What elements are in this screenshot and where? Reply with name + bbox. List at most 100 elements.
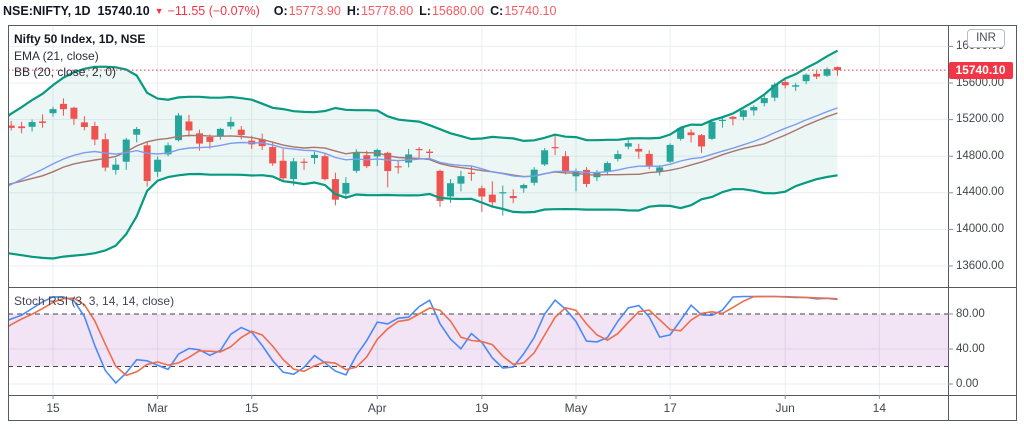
candle-body bbox=[509, 196, 517, 199]
candle-body bbox=[666, 144, 674, 162]
candle-body bbox=[771, 84, 779, 98]
candle-body bbox=[154, 159, 162, 172]
candle-body bbox=[698, 135, 706, 147]
low-label: L: bbox=[419, 4, 431, 18]
bollinger-lower-band bbox=[8, 172, 838, 260]
stoch-tick-label: 40.00 bbox=[956, 342, 985, 355]
candle-body bbox=[781, 82, 789, 86]
frame-lines bbox=[8, 25, 1017, 421]
price-pane bbox=[8, 49, 948, 260]
time-axis-label: 15 bbox=[46, 401, 60, 415]
candle-body bbox=[499, 192, 507, 194]
candle-body bbox=[760, 98, 768, 104]
candle-body bbox=[363, 155, 371, 167]
time-axis-label: Apr bbox=[367, 401, 387, 415]
candle-body bbox=[750, 106, 758, 111]
time-axis-label: 14 bbox=[872, 401, 886, 415]
stoch-rsi-indicator-legend[interactable]: Stoch RSI (3, 3, 14, 14, close) bbox=[14, 294, 175, 308]
candle-body bbox=[687, 132, 695, 136]
candle-body bbox=[352, 152, 360, 171]
bollinger-fill bbox=[8, 50, 838, 259]
open-value: 15773.90 bbox=[288, 4, 341, 18]
candle-body bbox=[290, 161, 298, 180]
candle-body bbox=[342, 182, 350, 194]
candle-body bbox=[227, 121, 235, 127]
stoch-d-line bbox=[8, 295, 838, 377]
stoch-k-line bbox=[8, 295, 838, 385]
candle-body bbox=[656, 167, 664, 172]
time-axis-label: 15 bbox=[245, 401, 259, 415]
candle-body bbox=[394, 166, 402, 168]
candle-body bbox=[520, 185, 528, 189]
candle-body bbox=[143, 145, 151, 181]
candle-body bbox=[311, 154, 318, 159]
symbol-name[interactable]: NSE:NIFTY, 1D bbox=[3, 4, 91, 18]
candle-body bbox=[80, 122, 88, 128]
candle-body bbox=[206, 136, 214, 142]
ema-line bbox=[8, 107, 838, 187]
candle-body bbox=[185, 121, 193, 131]
candle-body bbox=[541, 150, 549, 165]
main-pane-legend-title[interactable]: Nifty 50 Index, 1D, NSE bbox=[14, 32, 146, 46]
candle-body bbox=[18, 126, 26, 129]
chart-canvas[interactable] bbox=[8, 25, 1017, 421]
candle-body bbox=[729, 116, 737, 119]
stoch-overbought-oversold-band bbox=[8, 314, 948, 367]
candle-body bbox=[195, 133, 203, 144]
candle-body bbox=[300, 161, 308, 163]
candle-body bbox=[572, 171, 580, 177]
high-value: 15778.80 bbox=[361, 4, 414, 18]
candle-body bbox=[426, 151, 434, 154]
time-axis-label: Jun bbox=[775, 401, 795, 415]
candle-body bbox=[582, 169, 590, 184]
low-value: 15680.00 bbox=[431, 4, 485, 18]
candle-body bbox=[279, 160, 287, 179]
candle-body bbox=[645, 153, 653, 166]
high-label: H: bbox=[346, 4, 361, 18]
time-axis-label: Mar bbox=[147, 401, 168, 415]
bollinger-upper-band bbox=[8, 49, 839, 143]
candle-body bbox=[216, 128, 224, 137]
candle-body bbox=[718, 119, 726, 122]
ema-indicator-legend[interactable]: EMA (21, close) bbox=[14, 49, 99, 63]
gridlines-layer bbox=[8, 25, 948, 395]
candle-body bbox=[562, 156, 570, 172]
candle-body bbox=[823, 69, 831, 76]
candle-body bbox=[792, 85, 800, 87]
price-tick-label: 14000.00 bbox=[956, 222, 1004, 235]
last-price: 15740.10 bbox=[97, 4, 150, 18]
candle-body bbox=[59, 103, 67, 110]
candle-body bbox=[478, 188, 486, 197]
candle-body bbox=[122, 139, 130, 162]
symbol-header: NSE:NIFTY, 1D 15740.10 ▼ −11.55 (−0.07%)… bbox=[3, 2, 556, 20]
candle-body bbox=[603, 163, 611, 172]
candle-body bbox=[739, 110, 747, 117]
candle-body bbox=[28, 122, 36, 127]
close-value: 15740.10 bbox=[504, 4, 557, 18]
price-tick-label: 13600.00 bbox=[956, 259, 1004, 272]
currency-badge[interactable]: INR bbox=[967, 29, 1005, 48]
bb-indicator-legend[interactable]: BB (20, close, 2, 0) bbox=[14, 65, 117, 79]
candle-body bbox=[802, 74, 810, 82]
time-axis-label: May bbox=[564, 401, 588, 415]
last-price-tag: 15740.10 bbox=[948, 61, 1013, 79]
candle-body bbox=[551, 147, 559, 149]
candle-body bbox=[488, 194, 496, 203]
price-tick-label: 14400.00 bbox=[956, 186, 1004, 199]
candle-body bbox=[49, 109, 57, 114]
candle-body bbox=[436, 170, 444, 201]
candle-body bbox=[446, 183, 454, 197]
stoch-tick-label: 80.00 bbox=[956, 307, 985, 320]
price-change: −11.55 (−0.07%) bbox=[167, 4, 260, 18]
candle-body bbox=[614, 154, 622, 159]
candle-body bbox=[813, 73, 821, 77]
candle-body bbox=[91, 126, 99, 140]
price-tick-label: 15200.00 bbox=[956, 113, 1004, 126]
close-label: C: bbox=[490, 4, 504, 18]
price-tick-label: 15600.00 bbox=[956, 76, 1004, 89]
candle-body bbox=[635, 148, 643, 152]
candle-body bbox=[457, 176, 465, 184]
candle-body bbox=[8, 125, 15, 128]
stoch-tick-label: 0.00 bbox=[956, 377, 979, 390]
